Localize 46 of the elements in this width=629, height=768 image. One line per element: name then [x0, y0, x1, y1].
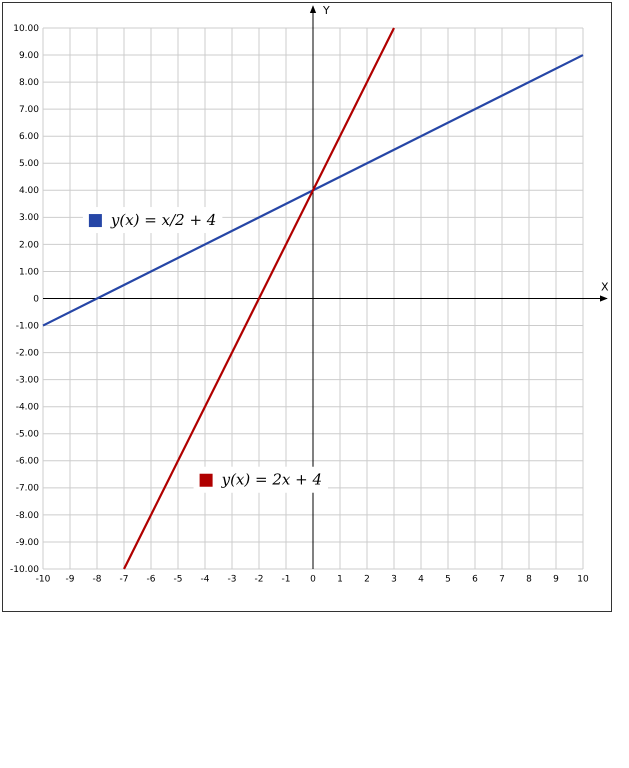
x-tick-label: 3	[391, 574, 397, 584]
x-tick-label: 7	[499, 574, 505, 584]
x-tick-label: -8	[92, 574, 102, 584]
y-tick-label: 6.00	[18, 132, 40, 142]
x-tick-label: -4	[200, 574, 210, 584]
x-tick-label: -7	[120, 574, 128, 584]
y-tick-label: -10.00	[10, 564, 40, 575]
y-tick-label: 8.00	[18, 78, 40, 88]
y-tick-label: 3.00	[18, 213, 40, 224]
y-tick-label: -9.00	[16, 538, 40, 548]
x-tick-label: -3	[228, 574, 236, 584]
x-tick-label: -1	[282, 574, 290, 584]
y-tick-label: 2.00	[18, 240, 40, 250]
y-tick-label: 5.00	[18, 159, 40, 170]
y-tick-label: -5.00	[16, 430, 40, 440]
y-axis-title: Y	[322, 4, 330, 17]
x-tick-label: 4	[418, 574, 424, 584]
x-tick-label: 6	[472, 574, 478, 584]
legend-label: y(x) = 2x + 4	[220, 470, 322, 489]
x-tick-label: -5	[174, 574, 182, 584]
y-tick-label: 9.00	[18, 50, 40, 61]
x-tick-label: 9	[553, 574, 560, 584]
x-tick-label: -2	[254, 574, 264, 584]
x-axis-title: X	[601, 280, 609, 294]
x-tick-label: -6	[146, 574, 156, 584]
y-tick-label: 0	[33, 294, 40, 304]
y-tick-label: -1.00	[16, 321, 40, 332]
x-tick-label: -10	[36, 574, 51, 584]
y-tick-label: 4.00	[18, 186, 40, 196]
x-tick-label: 2	[364, 574, 370, 584]
y-tick-label: 10.00	[13, 24, 40, 34]
y-tick-label: -4.00	[16, 402, 40, 413]
y-tick-label: -7.00	[16, 484, 40, 494]
y-tick-label: -8.00	[16, 510, 40, 521]
y-tick-label: -3.00	[16, 376, 40, 386]
y-tick-label: 7.00	[18, 105, 40, 116]
x-tick-label: -9	[66, 574, 75, 584]
x-tick-label: 8	[526, 574, 532, 584]
legend-label: y(x) = x/2 + 4	[110, 211, 216, 230]
y-tick-label: -2.00	[16, 348, 40, 358]
x-tick-label: 1	[337, 574, 343, 584]
y-tick-label: -6.00	[16, 456, 40, 467]
x-tick-label: 0	[310, 574, 316, 584]
x-tick-label: 10	[577, 574, 589, 584]
x-tick-label: 5	[445, 574, 451, 584]
y-tick-label: 1.00	[18, 267, 40, 278]
